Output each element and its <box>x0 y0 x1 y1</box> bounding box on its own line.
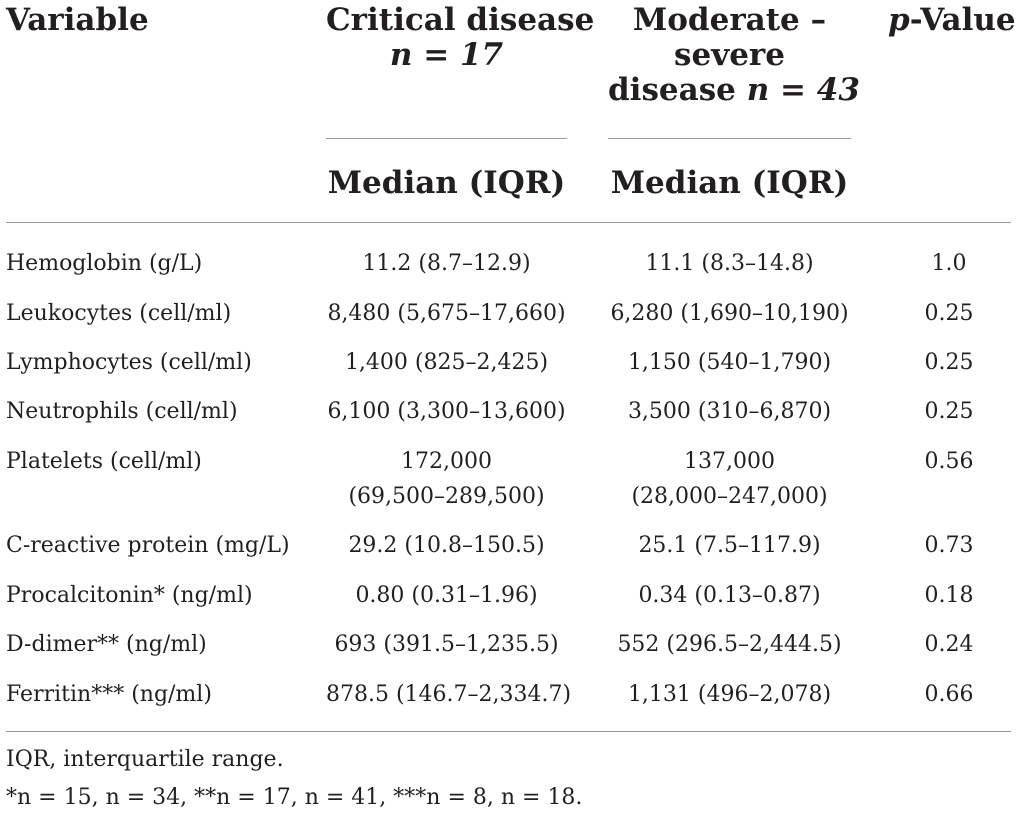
table-cell-moderate: 1,131 (496–2,078) <box>627 682 832 707</box>
table-cell-moderate: 552 (296.5–2,444.5) <box>617 632 842 657</box>
table-row-label: C-reactive protein (mg/L) <box>6 533 290 558</box>
table-cell-pvalue: 0.56 <box>924 449 974 474</box>
table-cell-pvalue: 0.18 <box>924 583 974 608</box>
table-row-label: Hemoglobin (g/L) <box>6 251 203 276</box>
table-cell-critical-line2: (69,500–289,500) <box>348 484 545 509</box>
header-moderate-title-1: Moderate – <box>632 2 827 38</box>
header-variable: Variable <box>6 2 149 38</box>
table-cell-critical: 878.5 (146.7–2,334.7) <box>326 682 572 707</box>
table-cell-pvalue: 0.25 <box>924 301 974 326</box>
table-cell-pvalue: 0.66 <box>924 682 974 707</box>
table-cell-moderate-line2: (28,000–247,000) <box>631 484 828 509</box>
header-critical-n-text: n = 17 <box>389 37 504 73</box>
table-cell-moderate: 0.34 (0.13–0.87) <box>638 583 821 608</box>
table-cell-moderate: 137,000 <box>684 449 775 474</box>
table-cell-pvalue: 0.25 <box>924 350 974 375</box>
table-cell-moderate: 6,280 (1,690–10,190) <box>610 301 849 326</box>
table-row-label: D-dimer** (ng/ml) <box>6 632 207 657</box>
header-critical-n: n = 17 <box>326 38 567 73</box>
footnote-abbreviation: IQR, interquartile range. <box>6 747 284 772</box>
table-row-label: Procalcitonin* (ng/ml) <box>6 583 253 608</box>
table-cell-moderate: 11.1 (8.3–14.8) <box>645 251 814 276</box>
table-cell-critical: 6,100 (3,300–13,600) <box>327 399 566 424</box>
footnote-sample-sizes: *n = 15, n = 34, **n = 17, n = 41, ***n … <box>6 785 583 810</box>
table-cell-pvalue: 0.25 <box>924 399 974 424</box>
table-cell-moderate: 3,500 (310–6,870) <box>627 399 832 424</box>
table-row-label: Leukocytes (cell/ml) <box>6 301 232 326</box>
table-cell-critical: 11.2 (8.7–12.9) <box>362 251 531 276</box>
table-cell-moderate: 1,150 (540–1,790) <box>627 350 832 375</box>
header-pvalue-rest: -Value <box>909 2 1016 38</box>
table-bottom-rule <box>6 731 1011 732</box>
header-rule-moderate <box>608 138 851 139</box>
table-cell-critical: 1,400 (825–2,425) <box>344 350 549 375</box>
header-moderate-n: n = 43 <box>746 72 860 108</box>
header-pvalue: p-Value <box>888 3 1016 38</box>
header-rule-critical <box>326 138 567 139</box>
table-cell-pvalue: 0.73 <box>924 533 974 558</box>
table-cell-critical: 0.80 (0.31–1.96) <box>355 583 538 608</box>
table-row-label: Lymphocytes (cell/ml) <box>6 350 252 375</box>
table-cell-critical: 29.2 (10.8–150.5) <box>348 533 545 558</box>
header-median-iqr-moderate: Median (IQR) <box>610 165 849 201</box>
table-cell-critical: 8,480 (5,675–17,660) <box>327 301 566 326</box>
table-cell-pvalue: 0.24 <box>924 632 974 657</box>
table-cell-critical: 172,000 <box>401 449 492 474</box>
table-cell-moderate: 25.1 (7.5–117.9) <box>638 533 821 558</box>
table-cell-critical: 693 (391.5–1,235.5) <box>334 632 559 657</box>
header-bottom-rule <box>6 222 1011 223</box>
table-row-label: Ferritin*** (ng/ml) <box>6 682 212 707</box>
header-critical-title: Critical disease <box>326 2 595 38</box>
table-cell-pvalue: 1.0 <box>931 251 967 276</box>
header-median-iqr-critical: Median (IQR) <box>327 165 566 201</box>
header-pvalue-p: p <box>888 2 910 38</box>
header-moderate-title-3: disease n = 43 <box>608 72 860 108</box>
table-row-label: Platelets (cell/ml) <box>6 449 202 474</box>
header-moderate-disease: disease <box>608 72 736 108</box>
header-moderate-title-2: severe <box>674 37 785 73</box>
table-row-label: Neutrophils (cell/ml) <box>6 399 238 424</box>
